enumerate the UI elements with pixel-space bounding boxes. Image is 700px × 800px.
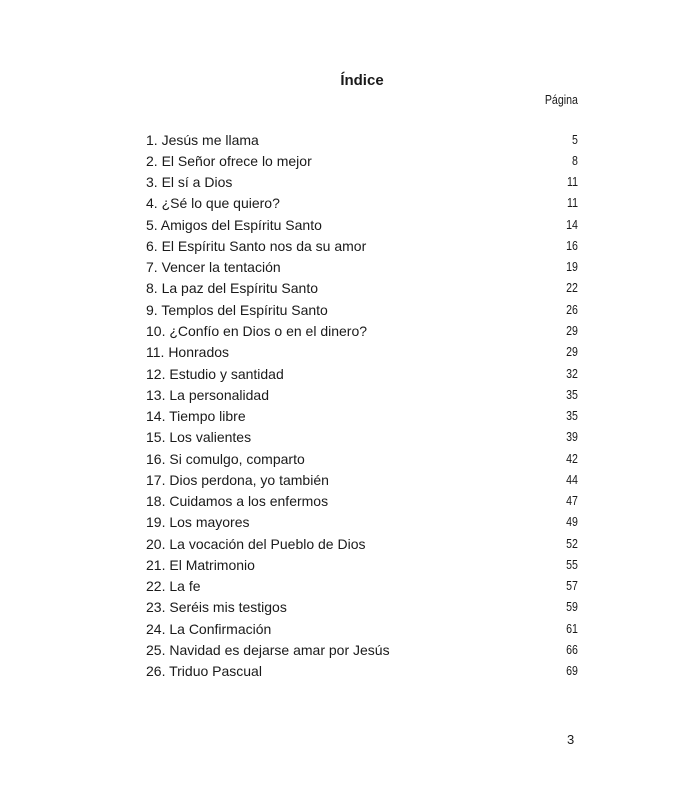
page-number: 3 <box>567 732 575 747</box>
toc-entry-label: 2. El Señor ofrece lo mejor <box>146 152 312 169</box>
toc-entry: 22. La fe 57 <box>146 576 578 597</box>
toc-entry: 1. Jesús me llama 5 <box>146 129 578 150</box>
toc-entry: 3. El sí a Dios 11 <box>146 172 578 193</box>
toc-entry: 6. El Espíritu Santo nos da su amor 16 <box>146 235 578 256</box>
toc-entry-page: 19 <box>566 260 578 275</box>
toc-entry-label: 26. Triduo Pascual <box>146 663 262 680</box>
toc-entry-page: 59 <box>566 600 578 615</box>
toc-entry: 25. Navidad es dejarse amar por Jesús 66 <box>146 639 578 660</box>
toc-entry: 19. Los mayores 49 <box>146 512 578 533</box>
toc-entry: 2. El Señor ofrece lo mejor 8 <box>146 150 578 171</box>
toc-entry: 26. Triduo Pascual 69 <box>146 661 578 682</box>
toc-entry-page: 66 <box>566 643 578 657</box>
toc-entry: 7. Vencer la tentación 19 <box>146 257 578 278</box>
toc-entry-label: 13. La personalidad <box>146 386 269 403</box>
toc-entry-label: 23. Seréis mis testigos <box>146 599 287 616</box>
toc-entry: 12. Estudio y santidad 32 <box>146 363 578 384</box>
toc-entry: 18. Cuidamos a los enfermos 47 <box>146 491 578 512</box>
toc-entry-label: 16. Si comulgo, comparto <box>146 450 305 467</box>
toc-entry-label: 6. El Espíritu Santo nos da su amor <box>146 237 367 254</box>
toc-entry-page: 32 <box>566 366 578 381</box>
toc-entry: 21. El Matrimonio 55 <box>146 554 578 575</box>
toc-entry: 8. La paz del Espíritu Santo 22 <box>146 278 578 299</box>
toc-entry-label: 20. La vocación del Pueblo de Dios <box>146 535 366 552</box>
toc-entry: 16. Si comulgo, comparto 42 <box>146 448 578 469</box>
toc-entry: 20. La vocación del Pueblo de Dios 52 <box>146 533 578 554</box>
toc-entry-label: 15. Los valientes <box>146 429 252 446</box>
toc-entry-label: 1. Jesús me llama <box>146 131 259 148</box>
toc-entry-label: 24. La Confirmación <box>146 620 272 637</box>
toc-entry-label: 11. Honrados <box>146 344 230 361</box>
toc-entry: 4. ¿Sé lo que quiero? 11 <box>146 193 578 214</box>
toc-entry-label: 12. Estudio y santidad <box>146 365 284 382</box>
toc-entry-label: 19. Los mayores <box>146 514 250 531</box>
toc-entry-page: 26 <box>566 302 578 317</box>
table-of-contents: 1. Jesús me llama 5 2. El Señor ofrece lo … <box>146 129 578 682</box>
toc-entry: 15. Los valientes 39 <box>146 427 578 448</box>
toc-entry-label: 17. Dios perdona, yo también <box>146 471 329 488</box>
toc-entry-page: 11 <box>566 196 578 211</box>
toc-entry-page: 44 <box>566 472 578 487</box>
toc-entry: 9. Templos del Espíritu Santo 26 <box>146 299 578 320</box>
toc-entry: 14. Tiempo libre 35 <box>146 405 578 426</box>
toc-entry-page: 35 <box>566 409 578 424</box>
toc-entry-page: 55 <box>566 557 578 572</box>
toc-entry: 5. Amigos del Espíritu Santo 14 <box>146 214 578 235</box>
toc-entry-label: 18. Cuidamos a los enfermos <box>146 493 329 510</box>
toc-entry-page: 57 <box>566 579 578 594</box>
toc-entry-label: 8. La paz del Espíritu Santo <box>146 280 318 297</box>
toc-entry-page: 47 <box>566 494 578 509</box>
toc-entry-page: 22 <box>566 281 578 296</box>
toc-entry-page: 49 <box>566 515 578 530</box>
toc-entry-page: 61 <box>566 621 578 636</box>
toc-entry-page: 29 <box>566 345 578 360</box>
toc-entry-label: 25. Navidad es dejarse amar por Jesús <box>146 642 390 658</box>
page-title: Índice <box>340 72 384 89</box>
toc-entry-label: 7. Vencer la tentación <box>146 259 281 276</box>
toc-entry: 17. Dios perdona, yo también 44 <box>146 469 578 490</box>
toc-entry-label: 9. Templos del Espíritu Santo <box>146 301 328 318</box>
toc-entry-label: 10. ¿Confío en Dios o en el dinero? <box>146 323 368 340</box>
toc-entry-page: 42 <box>566 451 578 466</box>
toc-entry: 13. La personalidad 35 <box>146 384 578 405</box>
page-column-header: Página <box>544 93 578 107</box>
toc-entry: 23. Seréis mis testigos 59 <box>146 597 578 618</box>
toc-entry: 11. Honrados 29 <box>146 342 578 363</box>
toc-entry-label: 4. ¿Sé lo que quiero? <box>146 195 280 212</box>
toc-entry-label: 5. Amigos del Espíritu Santo <box>146 216 322 233</box>
toc-entry-page: 39 <box>566 430 578 445</box>
toc-entry-label: 3. El sí a Dios <box>146 174 233 191</box>
toc-entry-label: 22. La fe <box>146 578 201 595</box>
toc-entry-label: 14. Tiempo libre <box>146 408 246 425</box>
toc-entry-page: 14 <box>566 217 578 232</box>
toc-entry: 10. ¿Confío en Dios o en el dinero? 29 <box>146 320 578 341</box>
toc-entry-label: 21. El Matrimonio <box>146 556 255 573</box>
toc-entry: 24. La Confirmación 61 <box>146 618 578 639</box>
toc-entry-page: 5 <box>572 132 578 147</box>
toc-entry-page: 29 <box>566 324 578 339</box>
toc-entry-page: 35 <box>566 387 578 402</box>
toc-entry-page: 69 <box>566 664 578 679</box>
toc-entry-page: 11 <box>566 175 578 190</box>
toc-entry-page: 8 <box>572 153 578 168</box>
toc-entry-page: 52 <box>566 536 578 551</box>
toc-entry-page: 16 <box>566 238 578 253</box>
